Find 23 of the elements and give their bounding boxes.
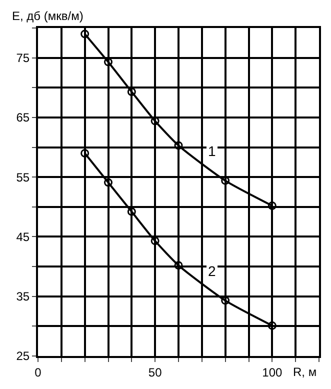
series-label: 2 (208, 263, 216, 279)
x-tick-label: 100 (262, 365, 282, 380)
y-tick-label: 25 (16, 349, 30, 364)
point (127, 88, 136, 96)
point (268, 201, 276, 210)
y-tick-label: 55 (16, 170, 30, 184)
y-tick-label: 35 (16, 290, 30, 304)
y-axis-title: E, дб (мкв/м) (12, 9, 84, 23)
y-tick-label: 65 (16, 110, 30, 125)
point (80, 30, 90, 38)
y-tick-label: 75 (16, 51, 30, 66)
point (150, 236, 160, 246)
x-tick-label: 50 (148, 365, 162, 380)
x-tick-label: 0 (34, 365, 42, 380)
point (127, 207, 136, 216)
point (268, 321, 276, 330)
point (174, 141, 183, 150)
x-axis-title: R, м (293, 365, 317, 379)
y-tick-label: 45 (16, 230, 30, 244)
series-label: 1 (208, 143, 216, 159)
point (80, 148, 90, 158)
point (104, 178, 112, 187)
point (174, 261, 183, 270)
